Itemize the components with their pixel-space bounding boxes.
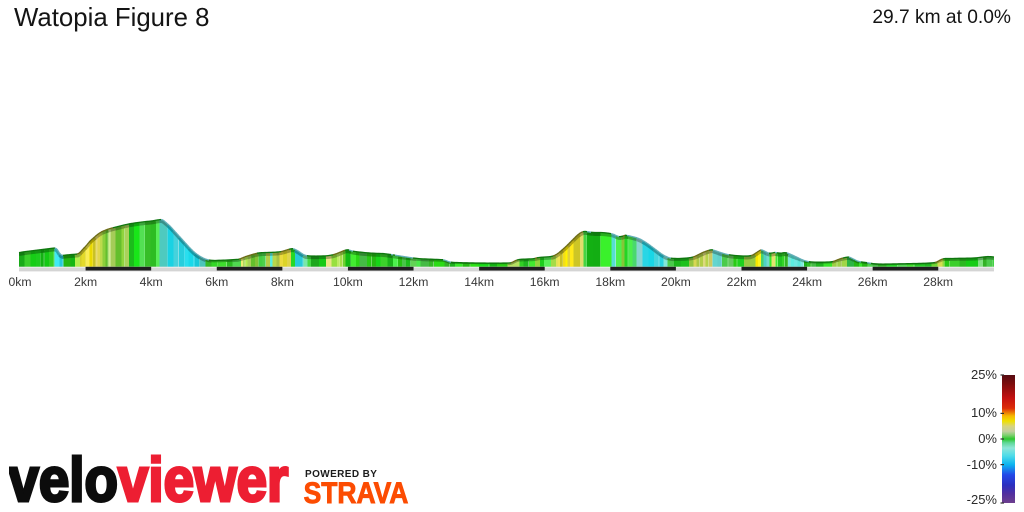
svg-text:POWERED BY: POWERED BY xyxy=(305,469,377,480)
svg-text:veloviewer: veloviewer xyxy=(9,446,288,512)
svg-text:STRAVA: STRAVA xyxy=(304,477,409,510)
